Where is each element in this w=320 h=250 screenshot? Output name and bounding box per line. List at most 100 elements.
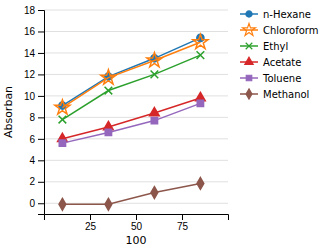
line — [62, 183, 200, 204]
line — [62, 38, 200, 106]
tick: 12 — [24, 69, 44, 80]
tick-label: 8 — [29, 112, 35, 123]
legend-item: Chloroform — [240, 23, 319, 35]
axis-line — [45, 215, 229, 221]
legend-label: Chloroform — [263, 25, 319, 36]
grid-line — [44, 10, 228, 11]
tick-mark — [38, 160, 44, 161]
tick-label: 50 — [131, 221, 143, 232]
point — [151, 187, 158, 199]
chart: 25 50 75 0 2 4 6 8 10 12 14 16 18 100 Absorban n-Hexane… — [0, 0, 320, 250]
tick: 25 — [85, 214, 97, 232]
grid-line — [44, 31, 228, 32]
legend-item: Acetate — [240, 57, 301, 68]
legend-label: Toluene — [262, 73, 301, 84]
legend-symbol — [246, 11, 252, 17]
grid-line — [44, 117, 228, 118]
series — [59, 178, 204, 211]
legend-item: Toluene — [240, 73, 301, 84]
tick: 8 — [29, 112, 44, 123]
tick: 2 — [29, 176, 44, 187]
point — [59, 140, 65, 146]
tick-mark — [90, 214, 91, 220]
legend-label: Ethyl — [263, 41, 288, 52]
tick: 75 — [177, 214, 189, 232]
series — [59, 51, 205, 123]
tick-label: 18 — [24, 5, 36, 16]
tick-mark — [38, 74, 44, 75]
tick: 4 — [29, 155, 44, 166]
series — [59, 100, 203, 146]
point — [151, 117, 157, 123]
series — [58, 92, 206, 141]
point — [105, 129, 111, 135]
line — [62, 42, 200, 107]
tick: 14 — [24, 48, 44, 59]
point — [197, 178, 204, 190]
legend-symbol — [243, 23, 256, 35]
series — [59, 34, 204, 109]
tick: 18 — [24, 5, 44, 16]
grid-line — [44, 160, 228, 161]
tick-mark — [38, 10, 44, 11]
axis-line — [38, 11, 45, 215]
point — [105, 87, 113, 95]
x-axis-title: 100 — [126, 234, 147, 247]
legend-swatch — [240, 29, 258, 31]
tick-label: 16 — [24, 26, 36, 37]
point — [147, 53, 162, 67]
legend-item: n-Hexane — [240, 9, 311, 20]
grid-line — [44, 52, 228, 53]
line — [62, 103, 200, 143]
marks — [55, 34, 208, 210]
line — [62, 55, 200, 119]
point — [59, 198, 66, 210]
tick-label: 10 — [24, 91, 36, 102]
y-axis-title: Absorban — [2, 86, 15, 138]
tick-label: 6 — [29, 134, 35, 145]
point — [193, 34, 208, 48]
point — [151, 71, 159, 79]
x-axis: 25 50 75 — [45, 214, 229, 232]
tick-label: 2 — [29, 176, 35, 187]
grid — [44, 10, 228, 203]
tick-mark — [38, 53, 44, 54]
tick-mark — [182, 214, 183, 220]
legend-symbol — [245, 57, 253, 64]
tick-label: 4 — [29, 155, 35, 166]
tick: 16 — [24, 26, 44, 37]
tick: 0 — [29, 198, 44, 209]
grid-line — [44, 74, 228, 75]
tick-mark — [136, 214, 137, 220]
point — [197, 100, 203, 106]
line — [62, 98, 200, 139]
tick: 50 — [131, 214, 143, 232]
tick-mark — [38, 96, 44, 97]
legend-label: n-Hexane — [263, 9, 311, 20]
legend-item: Ethyl — [240, 41, 288, 52]
grid-line — [44, 138, 228, 139]
plot: 25 50 75 0 2 4 6 8 10 12 14 16 18 — [24, 5, 229, 232]
legend-symbol — [246, 43, 253, 50]
point — [101, 70, 116, 84]
point — [150, 108, 160, 116]
point — [55, 100, 70, 114]
tick-mark — [38, 139, 44, 140]
tick-mark — [38, 117, 44, 118]
tick-mark — [38, 203, 44, 204]
legend-symbol — [246, 75, 251, 80]
tick-label: 12 — [24, 69, 36, 80]
legend-label: Methanol — [263, 89, 309, 100]
tick: 6 — [29, 134, 44, 145]
series — [55, 34, 208, 114]
legend-symbol — [246, 89, 252, 99]
tick-label: 25 — [85, 221, 97, 232]
point — [59, 116, 67, 124]
tick-label: 75 — [177, 221, 189, 232]
point — [105, 198, 112, 210]
legend-item: Methanol — [240, 89, 309, 100]
legend-label: Acetate — [263, 57, 301, 68]
tick: 10 — [24, 91, 44, 102]
point — [197, 51, 205, 59]
tick-mark — [38, 182, 44, 183]
